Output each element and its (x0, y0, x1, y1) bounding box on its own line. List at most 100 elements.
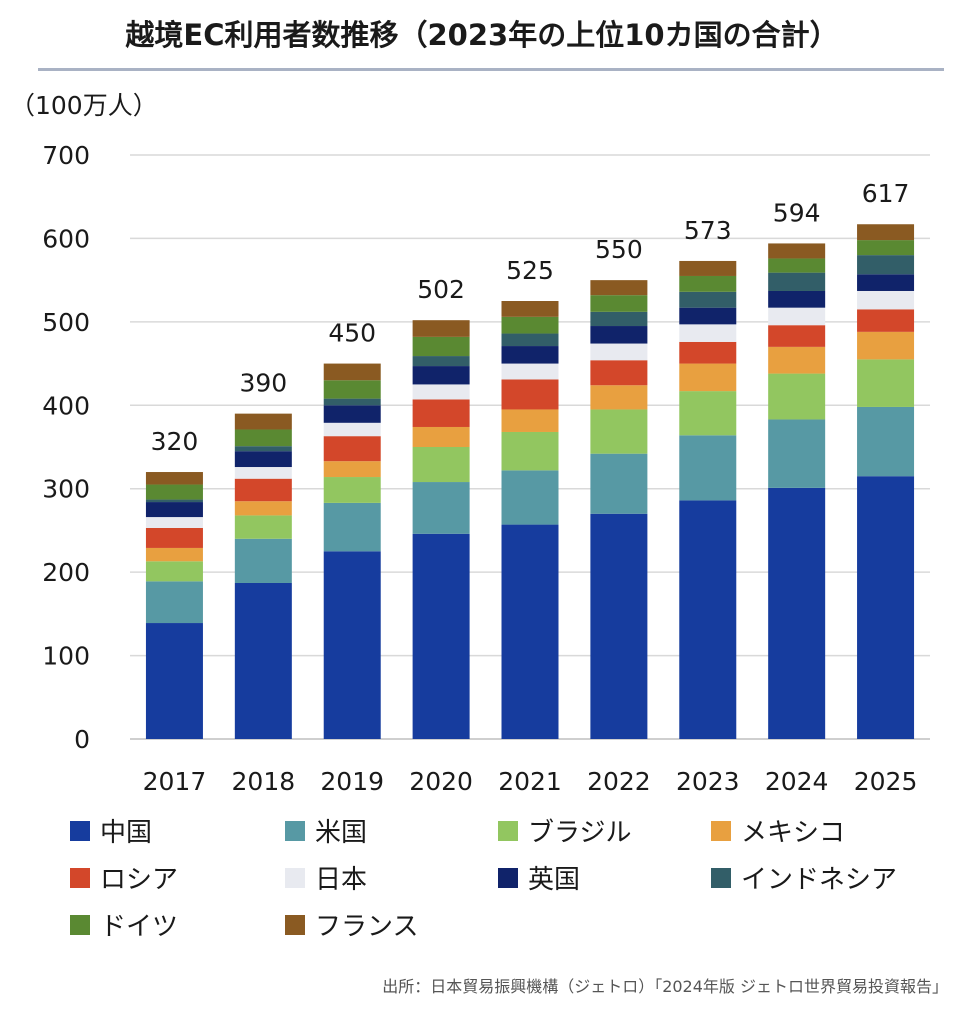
bar-segment (234, 515, 292, 539)
legend-swatch (285, 820, 305, 841)
chart-title: 越境EC利用者数推移（2023年の上位10カ国の合計） (125, 18, 839, 52)
legend-label: 日本 (315, 865, 368, 895)
bar-segment (768, 487, 826, 739)
bar-segment (323, 477, 381, 503)
bar-segment (234, 429, 292, 447)
bar-segment (679, 260, 737, 276)
bar-segment (857, 274, 915, 291)
bar-segment (590, 385, 648, 410)
legend-item: 英国 (498, 859, 580, 896)
bar-segment (501, 301, 559, 317)
bar-segment (857, 406, 915, 477)
legend-swatch (285, 867, 305, 888)
bar-segment (768, 373, 826, 420)
bar-segment (679, 391, 737, 436)
legend-item: ブラジル (498, 812, 631, 849)
legend-label: メキシコ (741, 818, 846, 848)
bar-segment (679, 435, 737, 501)
bar-segment (234, 478, 292, 502)
bar-segment (501, 470, 559, 525)
x-tick-label: 2017 (143, 767, 207, 796)
total-label: 320 (151, 427, 199, 456)
bar-segment (590, 453, 648, 514)
y-tick-label: 300 (42, 475, 90, 504)
bar-segment (590, 513, 648, 739)
legend-swatch (285, 914, 305, 935)
total-label: 502 (417, 275, 465, 304)
bar-segment (857, 255, 915, 275)
bar-segment (501, 346, 559, 364)
title-divider (38, 68, 944, 71)
bar-segment (501, 524, 559, 739)
bar-segment (323, 422, 381, 437)
x-tick-label: 2024 (765, 767, 829, 796)
legend-item: インドネシア (711, 859, 897, 896)
bar-segment (145, 472, 203, 485)
bar-segment (412, 384, 470, 400)
total-label: 450 (328, 319, 376, 348)
bar-segment (679, 291, 737, 308)
total-label: 573 (684, 216, 732, 245)
bar-segment (857, 290, 915, 310)
total-label: 390 (239, 369, 287, 398)
legend-label: ロシア (100, 865, 179, 895)
bar-segment (501, 316, 559, 334)
bar-segment (234, 451, 292, 468)
bar-segment (412, 399, 470, 427)
legend-swatch (711, 820, 731, 841)
bar-segment (323, 436, 381, 462)
bar-segment (412, 447, 470, 483)
bar-segment (679, 324, 737, 342)
bar-segment (679, 275, 737, 292)
legend-swatch (70, 914, 90, 935)
y-tick-label: 100 (42, 642, 90, 671)
legend-item: メキシコ (711, 812, 845, 849)
bar-segment (590, 360, 648, 386)
bar-segment (857, 331, 915, 360)
legend-item: ドイツ (70, 906, 178, 943)
bar-segment (768, 346, 826, 374)
bar-segment (323, 380, 381, 399)
total-label: 550 (595, 235, 643, 264)
x-tick-label: 2018 (232, 767, 296, 796)
legend-label: インドネシア (741, 865, 898, 895)
x-tick-label: 2019 (320, 767, 384, 796)
y-tick-label: 400 (42, 391, 90, 420)
x-tick-label: 2022 (587, 767, 651, 796)
legend-label: フランス (315, 912, 419, 942)
bar-segment (768, 290, 826, 308)
y-tick-label: 500 (42, 308, 90, 337)
bar-segment (412, 356, 470, 367)
bar-segment (234, 501, 292, 516)
bar-segment (412, 533, 470, 739)
bar-segment (590, 311, 648, 327)
bar-segment (590, 326, 648, 344)
y-tick-label: 0 (74, 725, 90, 754)
bar-segment (768, 272, 826, 291)
stacked-bar-chart: 0 100 200 300 400 500 600 700 320 2017 390 2018 450 2… (42, 141, 930, 796)
y-tick-label: 200 (42, 558, 90, 587)
bar-segment (768, 307, 826, 326)
x-tick-label: 2021 (498, 767, 562, 796)
bar-segment (412, 336, 470, 357)
bar-segment (412, 366, 470, 385)
bar-segment (768, 325, 826, 347)
total-label: 525 (506, 256, 554, 285)
bar-segment (323, 405, 381, 423)
legend-item: フランス (285, 906, 418, 943)
bar-segment (501, 363, 559, 380)
legend-label: ブラジル (528, 818, 632, 848)
bar-segment (679, 307, 737, 325)
bar-segment (590, 343, 648, 361)
bar-segment (501, 431, 559, 471)
bar-segment (501, 379, 559, 410)
legend-item: 米国 (285, 812, 367, 849)
x-tick-label: 2023 (676, 767, 740, 796)
bar-segment (145, 561, 203, 582)
bar-segment (590, 409, 648, 454)
x-tick-label: 2025 (854, 767, 918, 796)
legend-swatch (711, 867, 731, 888)
bar-segment (857, 309, 915, 332)
bar-segment (501, 409, 559, 432)
bar-segment (323, 398, 381, 406)
